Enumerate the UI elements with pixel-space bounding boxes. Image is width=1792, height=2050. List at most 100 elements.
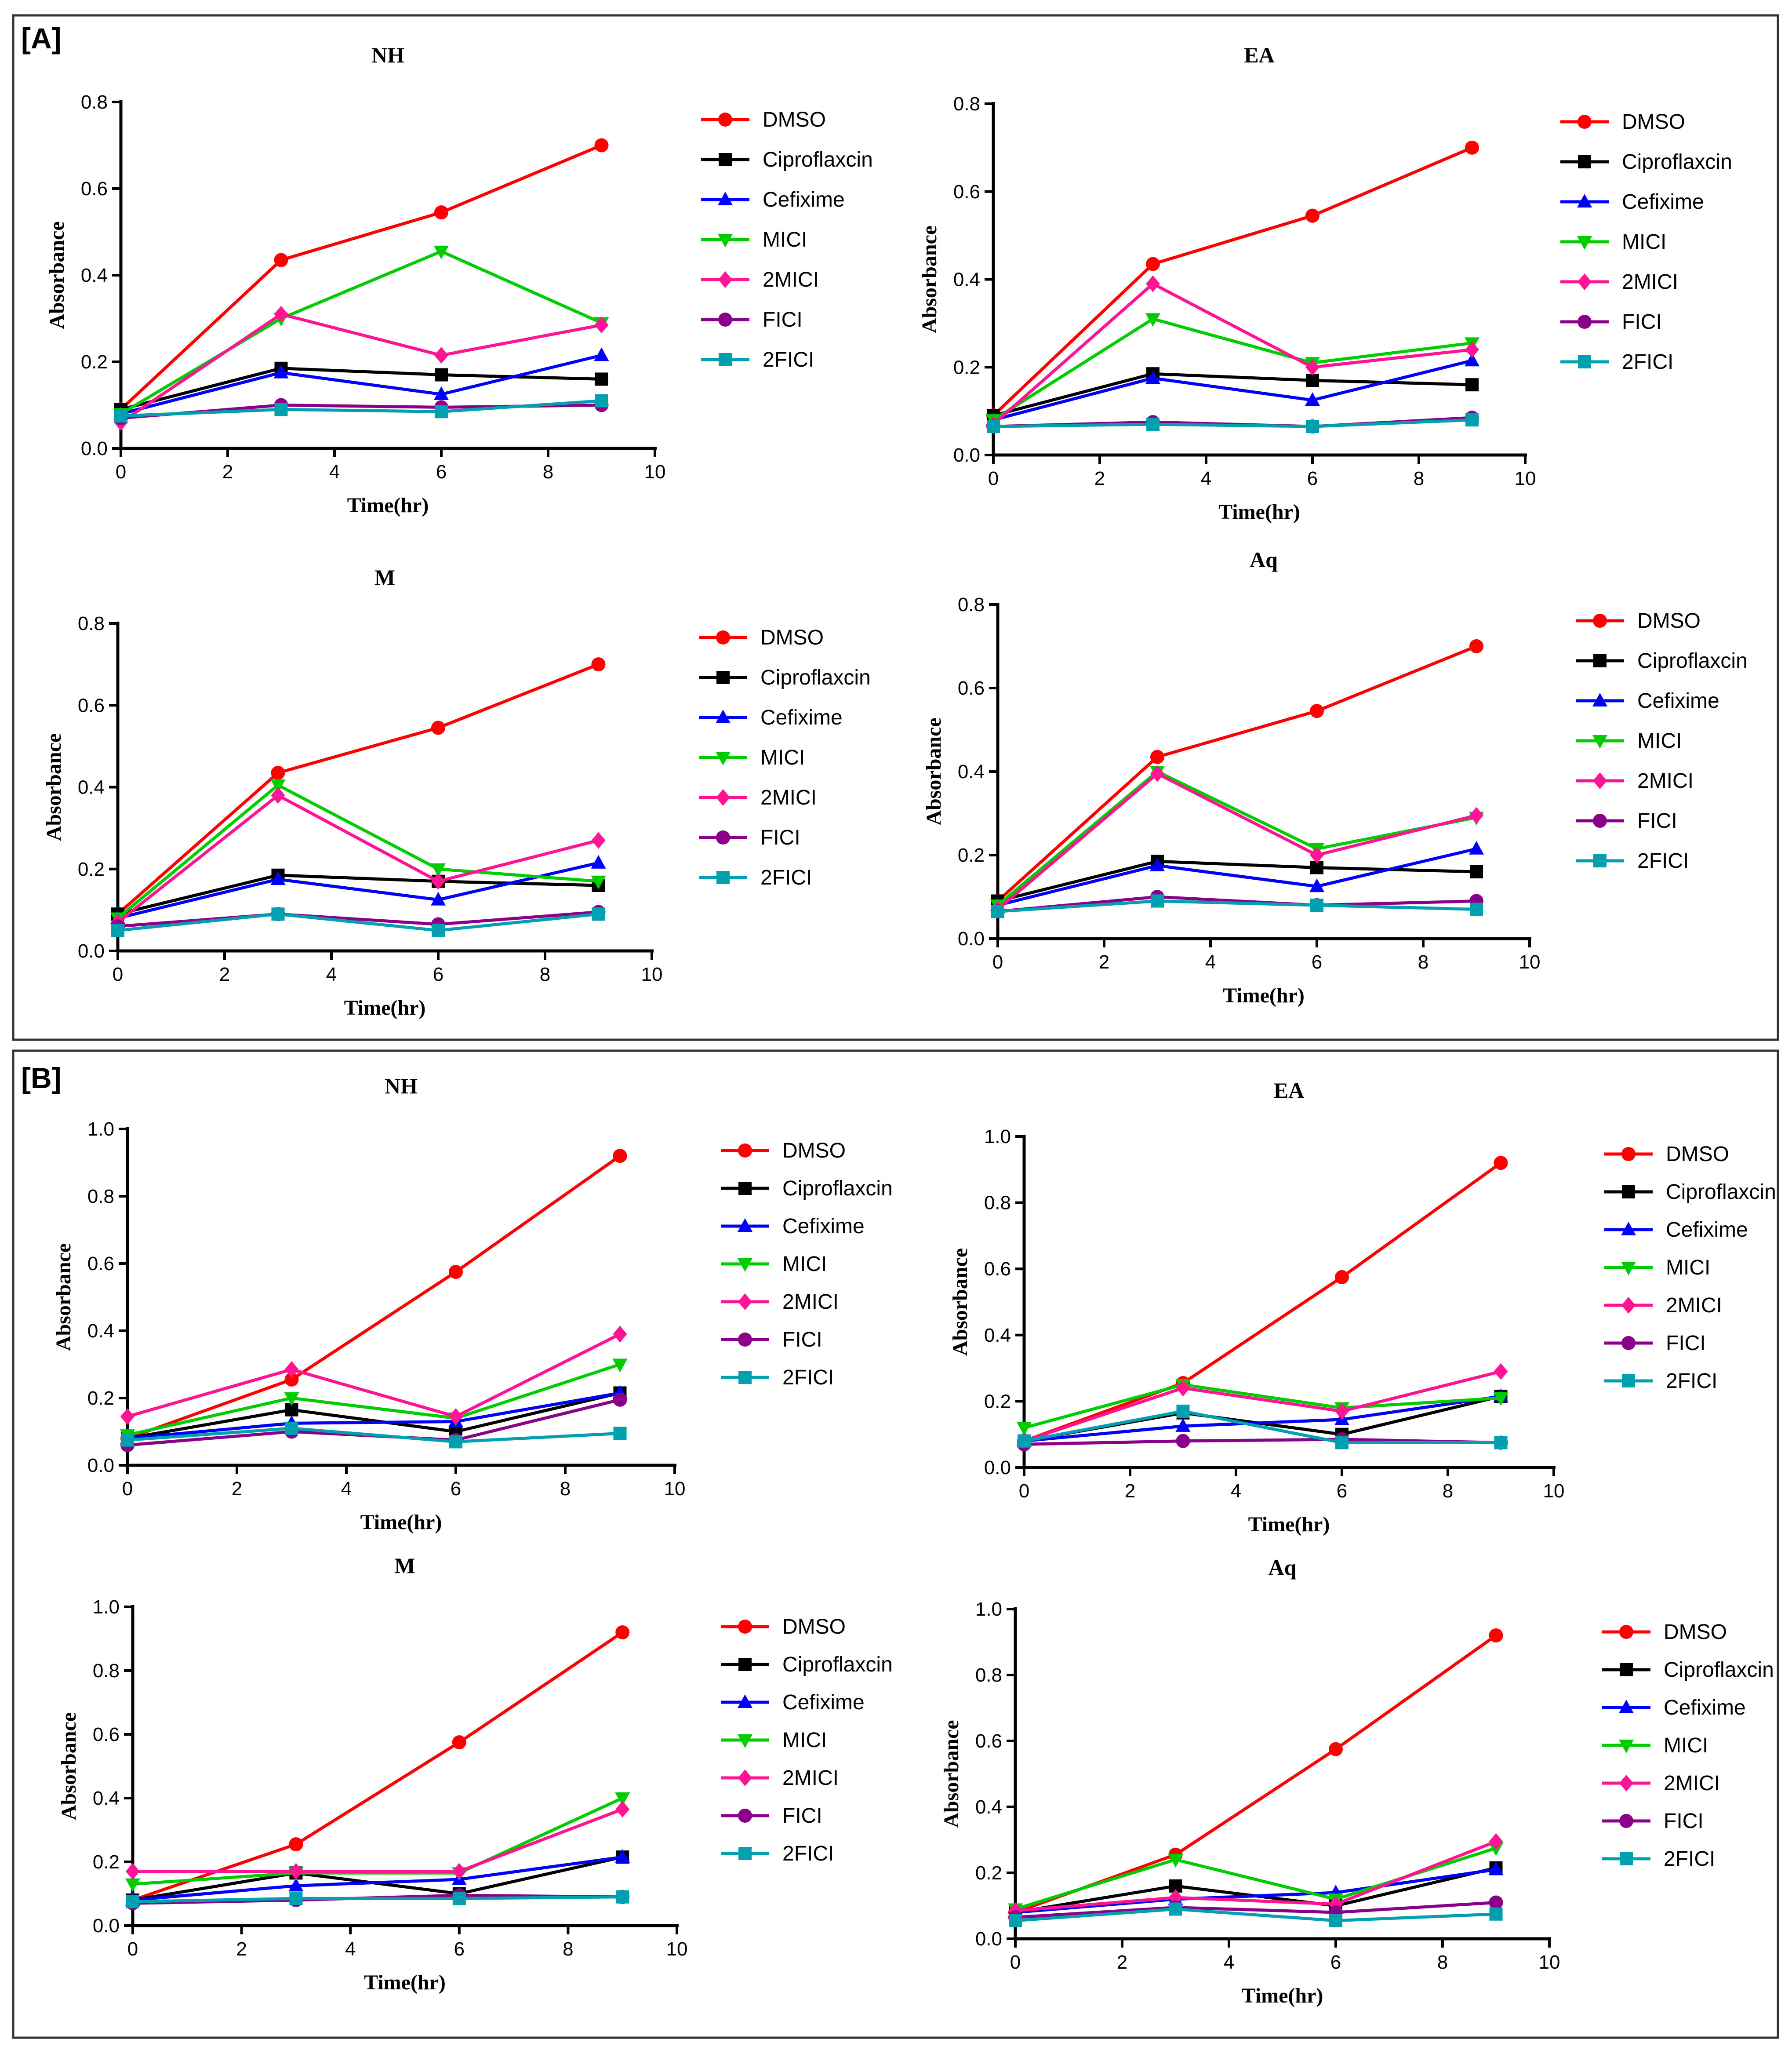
series-line [992,282,1472,426]
y-tick-label: 0.2 [953,357,980,378]
x-tick-label: 0 [113,964,123,985]
data-point [1145,313,1160,327]
data-point [1335,1270,1349,1285]
series-line [127,1154,621,1440]
data-point [592,907,605,921]
legend-label: Ciproflaxcin [1637,649,1748,673]
x-tick-label: 2 [1099,951,1109,973]
data-point [594,317,609,334]
legend-marker [738,1847,752,1860]
data-point [432,924,445,937]
chart-title: EA [1244,43,1274,67]
x-tick-label: 4 [1205,951,1216,973]
y-tick-label: 0.8 [975,1664,1002,1686]
data-point [613,1392,627,1407]
data-point [274,403,288,416]
series-line [993,418,1472,428]
legend-label: FICI [1666,1332,1706,1355]
y-tick-label: 0.6 [984,1258,1011,1280]
legend-label: MICI [782,1729,827,1752]
data-point [1176,1380,1190,1397]
y-tick-label: 0.8 [81,91,108,113]
legend-entry: Ciproflaxcin [1604,1180,1776,1204]
legend-marker [716,630,730,644]
series-line [117,874,599,916]
data-point [126,1895,139,1908]
legend-entry: DMSO [699,626,824,649]
legend-entry: 2MICI [1604,1294,1722,1317]
series-line [997,899,1477,913]
legend-label: 2MICI [1666,1294,1722,1317]
data-point [1329,1914,1342,1927]
data-point [1146,418,1160,431]
y-tick-label: 0.6 [87,1253,114,1274]
legend-label: Ciproflaxcin [782,1653,893,1676]
legend-label: 2FICI [1664,1847,1715,1871]
legend-label: DMSO [1666,1143,1729,1166]
y-tick-label: 0.4 [78,777,105,798]
series-cefixime [110,855,606,924]
legend-label: MICI [760,746,805,769]
y-tick-label: 0.0 [93,1915,120,1937]
data-point [1469,807,1483,824]
x-tick-label: 4 [1224,1952,1234,1973]
legend-entry: 2FICI [1602,1847,1715,1871]
y-tick-label: 0.2 [958,845,985,866]
legend-label: Cefixime [782,1215,865,1238]
legend-marker [1619,1775,1633,1791]
x-tick-label: 8 [563,1938,573,1960]
data-point [434,347,448,364]
data-point [991,905,1004,918]
data-point [1494,1363,1508,1380]
data-point [1305,359,1319,376]
chart-8: Aq 0.0 0.2 0.4 0.6 0.8 1.0 0 2 4 6 8 10 Time(hr) Absor… [940,1555,1774,2007]
chart-title: EA [1274,1078,1304,1103]
series-line [116,663,599,915]
x-tick-label: 2 [1125,1480,1135,1502]
legend-label: Cefixime [1622,190,1704,214]
data-point [1145,370,1160,384]
data-point [1168,1854,1183,1868]
y-tick-label: 0.4 [958,761,985,783]
legend-label: MICI [1637,729,1682,753]
legend-entry: 2FICI [699,866,812,889]
y-tick-label: 0.0 [953,444,980,466]
legend-entry: 2MICI [701,268,819,291]
series-line [1015,1901,1496,1919]
legend-entry: DMSO [1560,110,1685,134]
legend-entry: MICI [701,228,807,251]
series-mici [120,1358,628,1443]
series-line [132,1855,623,1902]
legend-entry: MICI [1576,729,1682,753]
y-tick-label: 0.4 [81,265,108,286]
legend-marker [719,353,732,366]
legend-entry: MICI [1604,1256,1710,1279]
legend-label: Ciproflaxcin [782,1177,893,1200]
series-line [120,399,602,418]
data-point [1175,1418,1191,1432]
legend-entry: 2FICI [1576,849,1689,873]
panel-b-label: [B] [21,1062,62,1094]
x-tick-label: 10 [664,1478,686,1500]
series-2mici [120,1325,627,1425]
legend-marker [738,1218,752,1232]
y-tick-label: 0.6 [958,677,985,699]
data-point [431,863,446,877]
x-tick-label: 4 [345,1938,356,1960]
legend-label: DMSO [1664,1620,1727,1644]
x-tick-label: 4 [341,1478,352,1500]
data-point [285,1421,298,1435]
y-tick-label: 0.4 [93,1788,120,1809]
y-tick-label: 0.6 [975,1730,1002,1752]
data-point [987,420,1000,433]
legend-marker [1578,355,1591,368]
y-axis-label: Absorbance [42,733,65,841]
legend-label: FICI [760,826,800,849]
panel-a-label: [A] [21,22,62,55]
data-point [594,138,609,153]
series-line [116,793,599,924]
data-point [613,1427,627,1440]
legend-marker [718,271,732,288]
legend-label: DMSO [1622,110,1685,134]
series-ciproflaxcin [114,361,608,416]
